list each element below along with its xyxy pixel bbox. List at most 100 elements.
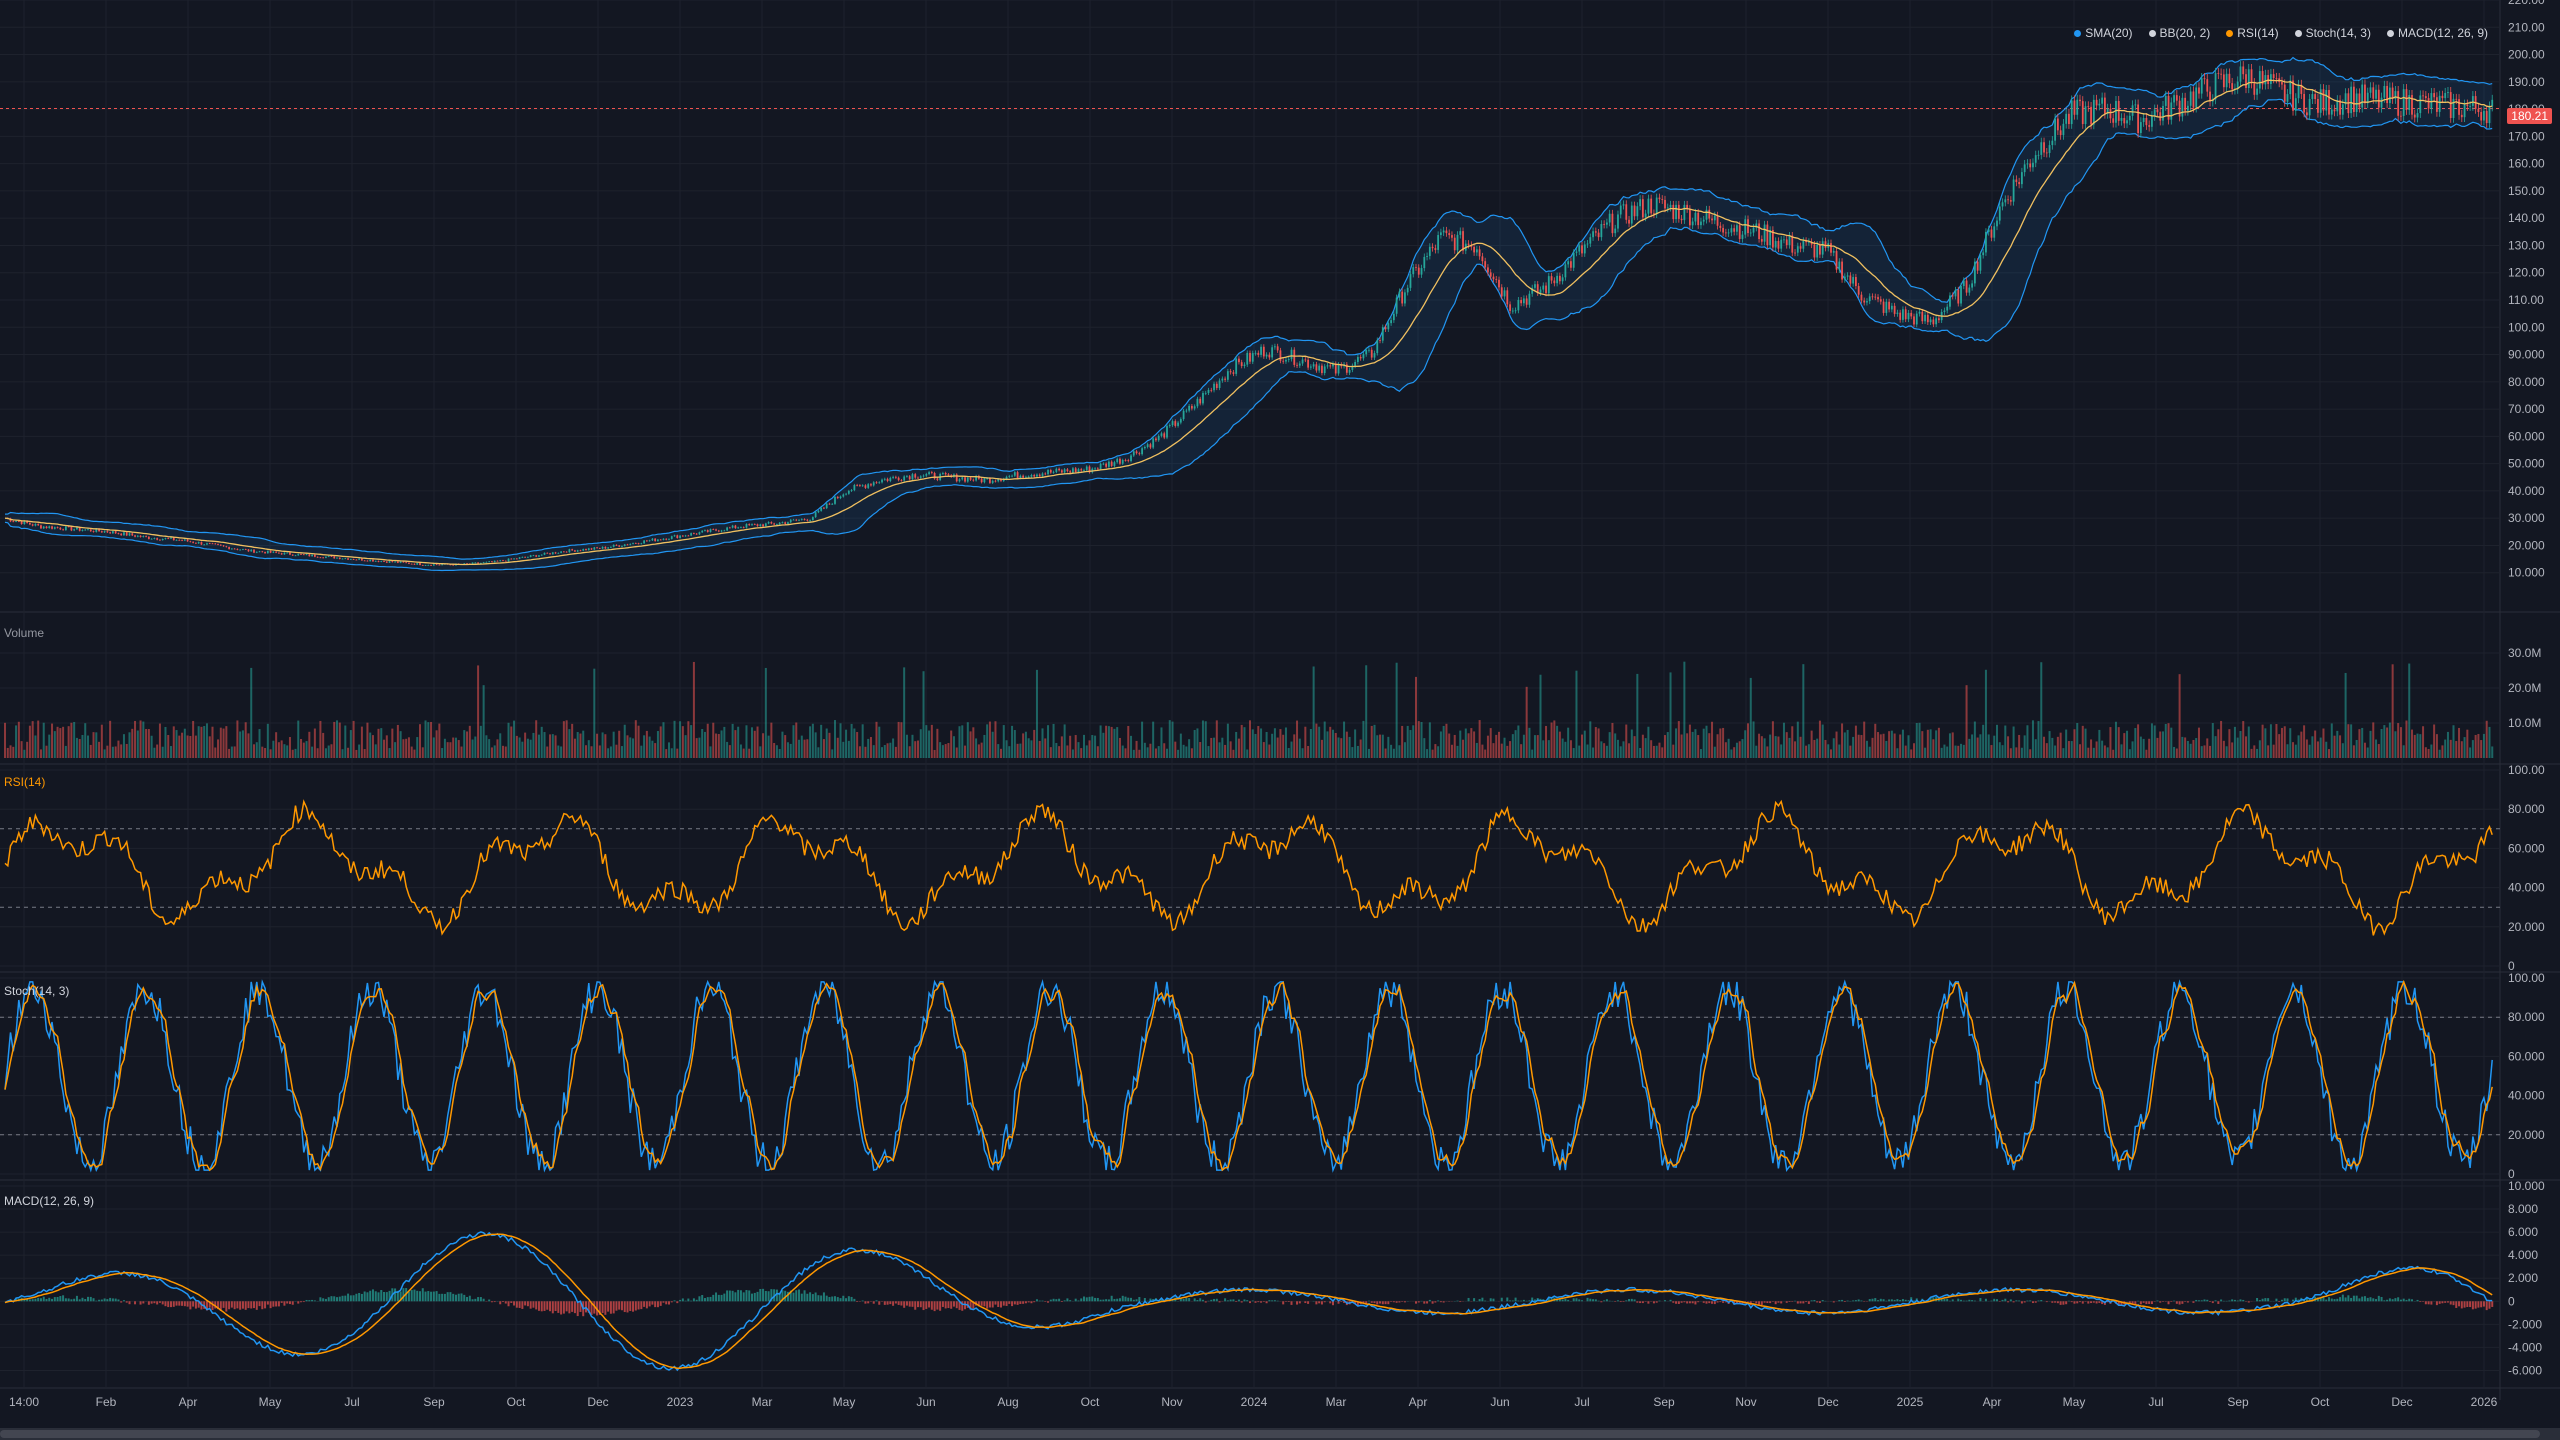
volume-bar [897,721,900,758]
candle-body [89,529,92,532]
volume-bar [620,746,623,758]
candle-body [1332,363,1334,367]
x-tick-label: Jun [916,1395,935,1409]
candle-body [195,542,197,544]
macd-histogram-bar [585,1301,587,1313]
volume-bar [139,720,142,758]
candle-body [1821,241,1824,255]
volume-bar [673,720,676,758]
macd-histogram-bar [1188,1298,1191,1302]
volume-bar [1381,734,1384,758]
candle-body [1268,354,1271,358]
macd-histogram-bar [1796,1301,1799,1304]
macd-histogram-bar [427,1291,430,1302]
macd-histogram-bar [698,1296,701,1302]
candle-body [1744,219,1747,235]
macd-histogram-bar [324,1298,327,1302]
legend-item-macd[interactable]: MACD(12, 26, 9) [2386,26,2488,40]
volume-bar [460,746,463,758]
volume-bar [745,725,748,758]
macd-histogram-bar [2397,1297,2400,1302]
macd-histogram-bar [1052,1298,1055,1302]
volume-bar [1091,735,1094,758]
volume-bar [1157,746,1160,758]
candle-body [712,529,715,531]
volume-bar [1138,749,1141,758]
volume-bar [612,731,615,758]
candle-body [1794,252,1796,254]
macd-histogram-bar [463,1294,466,1302]
candle-body [2079,99,2081,102]
macd-histogram-bar [62,1295,65,1302]
candle-body [2245,74,2247,88]
volume-bar [1652,745,1655,758]
legend-item-stoch[interactable]: Stoch(14, 3) [2294,26,2371,40]
macd-histogram-bar [258,1301,261,1307]
volume-bar [1118,737,1121,758]
candle-body [917,477,919,479]
volume-bar [272,740,275,758]
volume-bar [1254,733,1257,758]
candle-body [1392,313,1395,321]
time-scrollbar[interactable] [0,1428,2560,1440]
candle-body [51,526,53,529]
macd-histogram-bar [1287,1301,1290,1302]
candle-body [546,552,549,554]
candle-body [1276,346,1279,351]
volume-bar [1525,686,1528,758]
volume-bar [1240,724,1243,758]
volume-bar [1625,724,1628,758]
candle-body [980,478,983,483]
legend-item-rsi[interactable]: RSI(14) [2226,26,2279,40]
candle-body [1855,277,1857,287]
macd-histogram-bar [1874,1298,1877,1302]
macd-histogram-bar [1254,1301,1257,1303]
macd-histogram-bar [751,1293,753,1302]
candle-body [172,537,175,541]
macd-histogram-bar [1249,1301,1251,1304]
macd-histogram-bar [222,1301,225,1308]
volume-bar [2435,734,2438,758]
legend-item-sma[interactable]: SMA(20) [2074,26,2133,40]
legend-item-bb[interactable]: BB(20, 2) [2148,26,2210,40]
candle-body [2128,115,2131,121]
candle-body [828,503,831,505]
volume-bar [2247,726,2250,758]
macd-histogram-bar [2419,1301,2422,1303]
candle-body [325,556,327,558]
candle-body [693,533,695,534]
macd-histogram-bar [1185,1297,1188,1302]
volume-bar [1326,731,1329,758]
volume-bar [2101,740,2104,758]
macd-histogram-bar [2200,1300,2203,1302]
candle-body [1296,364,1298,366]
macd-histogram-bar [438,1293,441,1302]
candle-body [2029,163,2032,168]
macd-histogram-bar [845,1298,848,1302]
macd-histogram-bar [1226,1300,1229,1302]
volume-bar [2112,749,2115,758]
scrollbar-thumb[interactable] [0,1430,2540,1438]
macd-histogram-bar [1971,1300,1974,1302]
volume-bar [103,749,106,758]
macd-histogram-bar [219,1301,222,1311]
macd-histogram-bar [2328,1297,2330,1302]
candle-body [2018,182,2021,185]
volume-bar [300,738,303,758]
volume-bar [2159,731,2162,758]
macd-histogram-bar [1047,1301,1050,1303]
volume-bar [573,738,576,758]
macd-histogram-bar [668,1301,670,1305]
candle-body [1849,275,1852,284]
candle-body [1650,198,1653,214]
macd-histogram-bar [911,1301,914,1307]
candle-body [211,543,214,545]
macd-histogram-bar [2399,1299,2402,1302]
macd-histogram-bar [1484,1300,1487,1302]
candle-body [53,527,56,529]
candle-body [1647,198,1650,214]
macd-histogram-bar [922,1301,925,1311]
volume-bar [2316,741,2319,758]
candle-body [1874,296,1877,298]
